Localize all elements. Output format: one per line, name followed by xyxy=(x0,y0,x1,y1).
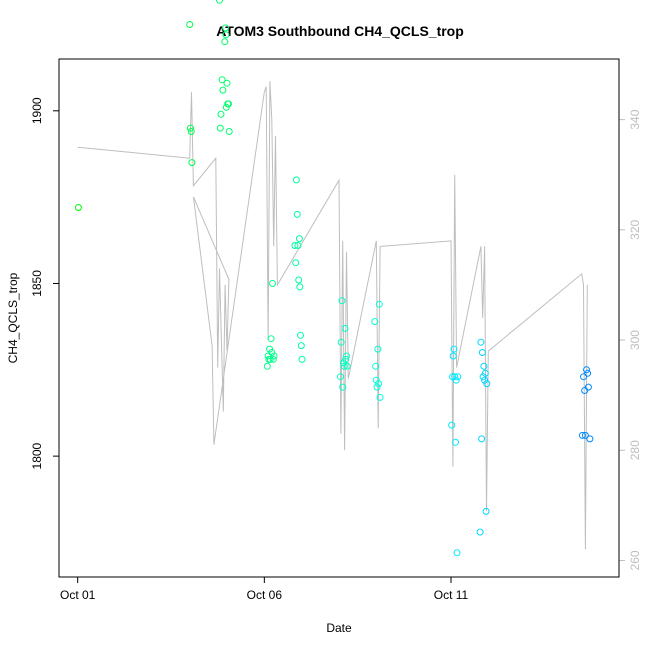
data-point xyxy=(482,507,490,515)
data-point xyxy=(449,352,457,360)
data-point xyxy=(373,383,381,391)
data-point xyxy=(580,373,587,381)
data-point xyxy=(268,349,276,356)
data-point xyxy=(295,235,303,243)
data-point xyxy=(293,210,301,218)
y-left-tick-label: 1850 xyxy=(30,270,44,297)
data-point xyxy=(478,349,486,356)
data-point xyxy=(74,204,82,211)
series-line xyxy=(77,80,588,550)
data-point xyxy=(476,528,484,536)
y-right-tick-label: 320 xyxy=(628,219,642,239)
data-point xyxy=(294,242,302,249)
data-point xyxy=(269,355,277,363)
data-point xyxy=(225,100,232,108)
data-point xyxy=(337,338,345,346)
data-point xyxy=(216,0,223,4)
data-point xyxy=(581,431,589,439)
data-point xyxy=(340,362,348,370)
data-point xyxy=(219,86,227,94)
data-point xyxy=(291,242,299,249)
data-point xyxy=(188,159,196,167)
x-tick-label: Oct 06 xyxy=(247,588,283,602)
data-point xyxy=(222,24,229,32)
data-point xyxy=(263,362,271,370)
data-point xyxy=(477,338,485,346)
data-point xyxy=(584,383,592,391)
data-point xyxy=(223,79,231,87)
y-right-tick-label: 280 xyxy=(628,440,642,460)
data-point xyxy=(187,128,195,135)
y-right-tick-label: 260 xyxy=(628,550,642,570)
x-axis-label: Date xyxy=(326,621,352,635)
y-right-tick-label: 300 xyxy=(628,330,642,350)
data-point xyxy=(372,362,380,370)
data-point xyxy=(374,345,382,353)
data-point xyxy=(221,38,229,46)
data-point xyxy=(337,373,344,381)
y-left-tick-label: 1800 xyxy=(30,442,44,469)
data-point xyxy=(452,376,460,384)
line-series-layer xyxy=(77,80,588,550)
data-point xyxy=(297,342,305,350)
data-point xyxy=(483,380,491,388)
data-point xyxy=(218,76,226,84)
data-point xyxy=(297,331,304,339)
data-point xyxy=(583,366,590,374)
y-left-tick-label: 1900 xyxy=(30,97,44,124)
plot-frame xyxy=(58,58,620,578)
data-point xyxy=(295,276,303,284)
data-point xyxy=(217,110,225,118)
data-point xyxy=(452,438,459,446)
x-tick-label: Oct 11 xyxy=(434,588,469,602)
data-point xyxy=(453,549,461,557)
data-point xyxy=(341,324,349,332)
data-point xyxy=(342,355,350,363)
data-point xyxy=(586,435,594,443)
data-point xyxy=(216,124,224,132)
data-point xyxy=(375,380,383,388)
data-point xyxy=(451,373,459,381)
data-point xyxy=(186,21,194,28)
data-point xyxy=(449,373,456,381)
data-point xyxy=(481,369,489,377)
data-point xyxy=(480,362,488,370)
data-point xyxy=(376,393,384,401)
data-point xyxy=(478,435,486,443)
data-point xyxy=(375,300,383,308)
data-point xyxy=(448,421,456,429)
data-point xyxy=(343,362,351,370)
data-point xyxy=(371,318,379,325)
y-right-tick-label: 340 xyxy=(628,109,642,129)
data-point xyxy=(454,373,462,381)
data-point xyxy=(339,383,347,391)
data-point xyxy=(267,335,275,343)
x-tick-label: Oct 01 xyxy=(60,588,96,602)
data-point xyxy=(584,369,592,377)
y-axis-label: CH4_QCLS_trop xyxy=(6,272,20,363)
point-series-layer xyxy=(74,0,594,557)
chart-title: ATOM3 Southbound CH4_QCLS_trop xyxy=(216,23,464,39)
axes-layer: Oct 01 Oct 06 Oct 11 1800 1850 1900 260 280 300 3… xyxy=(30,97,642,602)
data-point xyxy=(222,31,230,39)
data-point xyxy=(270,352,278,360)
data-point xyxy=(578,431,586,439)
data-point xyxy=(292,176,300,184)
data-point xyxy=(338,297,346,305)
data-point xyxy=(269,280,276,287)
data-point xyxy=(343,352,350,360)
data-point xyxy=(298,355,306,363)
data-point xyxy=(225,128,233,135)
data-point xyxy=(296,283,304,291)
data-point xyxy=(292,259,300,267)
data-point xyxy=(186,124,194,132)
data-point xyxy=(450,345,458,353)
